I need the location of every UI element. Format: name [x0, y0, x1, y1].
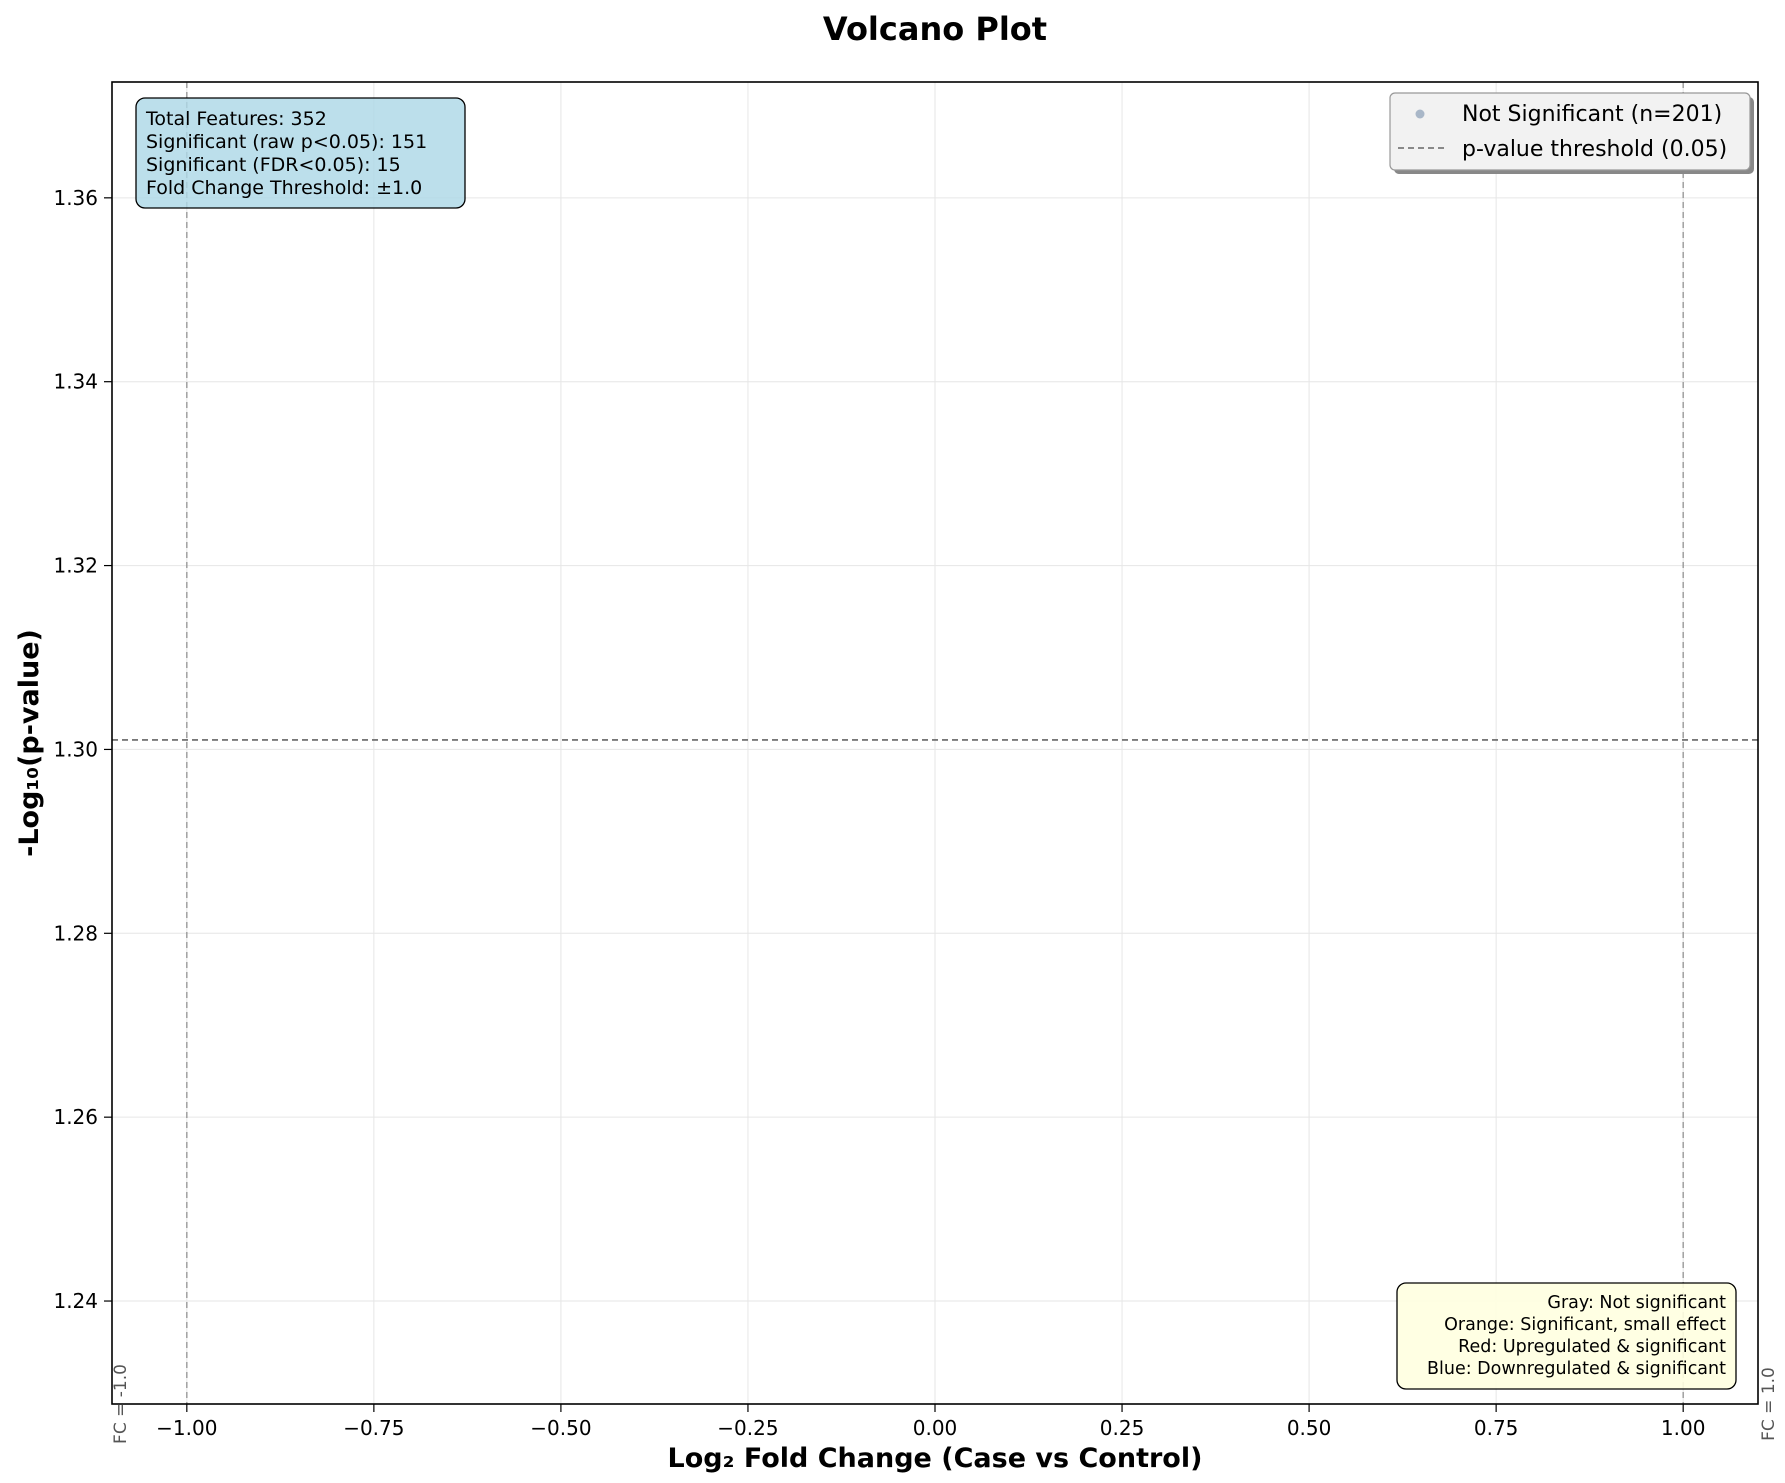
y-tick-label: 1.34: [53, 370, 98, 394]
x-tick-label: 0.50: [1287, 1416, 1332, 1440]
fold-change-line-labels: FC = -1.0 FC = 1.0: [111, 1364, 1779, 1444]
legend-marker-not-significant: [1415, 109, 1425, 119]
y-tick-label: 1.32: [53, 554, 98, 578]
info-box: Total Features: 352 Significant (raw p<0…: [135, 97, 466, 209]
x-tick-label: 1.00: [1661, 1416, 1706, 1440]
x-tick-label: 0.75: [1474, 1416, 1519, 1440]
y-tick-label: 1.26: [53, 1105, 98, 1129]
color-key-orange: Orange: Significant, small effect: [1444, 1315, 1726, 1335]
y-tick-label: 1.24: [53, 1289, 98, 1313]
y-tick-label: 1.30: [53, 737, 98, 761]
x-tick-label: −1.00: [156, 1416, 217, 1440]
y-tick-label: 1.36: [53, 186, 98, 210]
info-box-background: [135, 97, 466, 209]
fold-change-line-label: FC = -1.0: [111, 1364, 131, 1444]
x-tick-label: −0.75: [343, 1416, 404, 1440]
x-tick-label: 0.00: [913, 1416, 958, 1440]
info-total-features: Total Features: 352: [145, 108, 327, 130]
reference-lines: [112, 82, 1758, 1404]
x-tick-label: 0.25: [1100, 1416, 1145, 1440]
legend-label-p-threshold: p-value threshold (0.05): [1462, 137, 1727, 162]
chart-title: Volcano Plot: [823, 10, 1047, 48]
info-significant-raw: Significant (raw p<0.05): 151: [146, 131, 427, 153]
color-key-background: [1396, 1282, 1737, 1390]
legend-frame: [1389, 92, 1751, 171]
x-tick-label: −0.50: [530, 1416, 591, 1440]
y-axis-label: -Log₁₀(p-value): [14, 629, 45, 857]
legend-label-not-significant: Not Significant (n=201): [1462, 102, 1722, 127]
color-key-gray: Gray: Not significant: [1547, 1293, 1726, 1313]
grid: [112, 82, 1758, 1404]
fold-change-line-label: FC = 1.0: [1759, 1367, 1779, 1441]
color-key-red: Red: Upregulated & significant: [1458, 1337, 1726, 1357]
legend: Not Significant (n=201) p-value threshol…: [1389, 92, 1754, 174]
x-axis-ticks: −1.00 −0.75 −0.50 −0.25 0.00 0.25 0.50 0.75 1.00: [156, 1404, 1705, 1440]
x-axis-label: Log₂ Fold Change (Case vs Control): [668, 1443, 1203, 1474]
color-key-box: Gray: Not significant Orange: Significan…: [1396, 1282, 1737, 1390]
info-significant-fdr: Significant (FDR<0.05): 15: [146, 154, 401, 176]
x-tick-label: −0.25: [717, 1416, 778, 1440]
info-fold-change-threshold: Fold Change Threshold: ±1.0: [146, 177, 422, 199]
y-axis-ticks: 1.24 1.26 1.28 1.30 1.32 1.34 1.36: [53, 186, 112, 1313]
color-key-blue: Blue: Downregulated & significant: [1427, 1359, 1726, 1379]
y-tick-label: 1.28: [53, 921, 98, 945]
